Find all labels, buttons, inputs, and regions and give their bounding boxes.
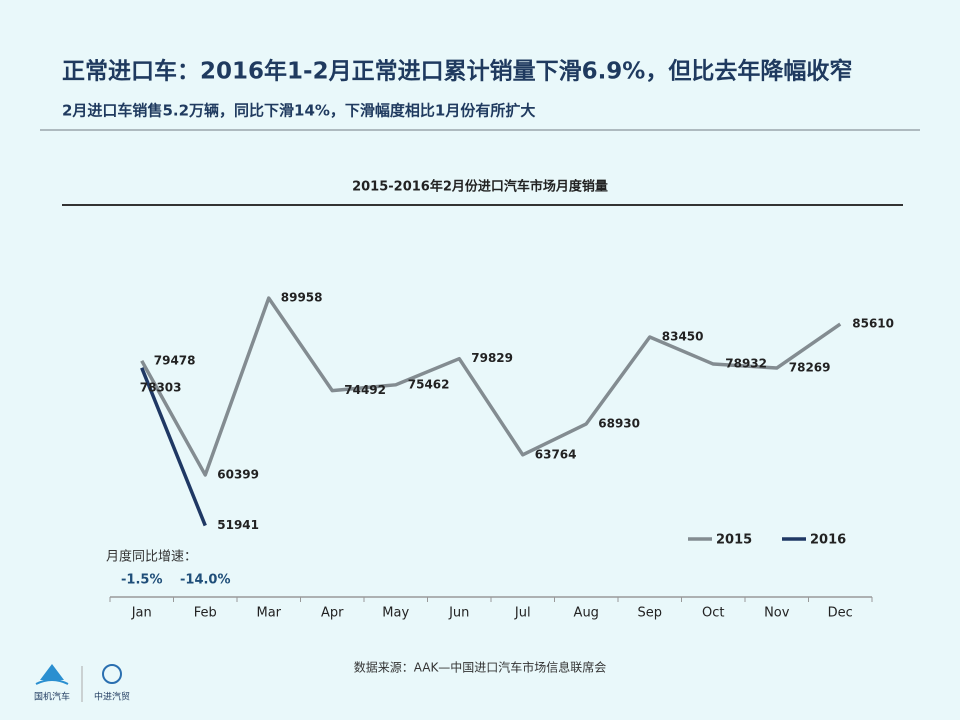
x-tick-label: Sep (637, 606, 662, 621)
growth-rate: -1.5% (121, 573, 162, 588)
chart-title: 2015-2016年2月份进口汽车市场月度销量 (352, 179, 608, 195)
x-tick-label: Apr (321, 606, 344, 621)
series-line (140, 367, 207, 527)
data-label: 75462 (408, 377, 450, 391)
data-label: 85610 (852, 317, 894, 331)
data-label: 68930 (598, 416, 640, 430)
x-tick-label: Feb (194, 606, 217, 621)
x-tick-label: Jan (131, 606, 152, 621)
series-line (140, 296, 842, 477)
logo-icon (40, 664, 64, 680)
logo-icon (35, 679, 69, 685)
legend-label: 2015 (716, 533, 752, 548)
data-label: 63764 (535, 447, 577, 461)
data-label: 51941 (217, 518, 259, 532)
x-tick-label: Aug (574, 606, 599, 621)
x-tick-label: Mar (256, 606, 281, 621)
legend-label: 2016 (810, 533, 846, 548)
x-tick-label: Dec (828, 606, 853, 621)
slide-subtitle: 2月进口车销售5.2万辆，同比下滑14%，下滑幅度相比1月份有所扩大 (62, 102, 535, 120)
data-label: 79478 (154, 353, 196, 367)
data-label: 74492 (344, 383, 386, 397)
data-label: 78269 (789, 361, 831, 375)
logo-text: 国机汽车 (34, 691, 70, 703)
growth-rate: -14.0% (180, 573, 231, 588)
x-tick-label: Nov (764, 606, 790, 621)
x-tick-label: Oct (702, 606, 724, 621)
data-label: 78932 (725, 357, 767, 371)
x-tick-label: Jul (514, 606, 531, 621)
logo-right: 中进汽贸 (94, 664, 130, 703)
data-label: 89958 (281, 291, 323, 305)
data-label: 79829 (471, 351, 513, 365)
logo-left: 国机汽车 (34, 664, 70, 703)
annotation-label: 月度同比增速： (106, 549, 197, 565)
logo-text: 中进汽贸 (94, 691, 130, 703)
x-tick-label: May (382, 606, 409, 621)
data-label: 78303 (140, 380, 182, 394)
data-label: 83450 (662, 330, 704, 344)
source: 数据来源：AAK—中国进口汽车市场信息联席会 (354, 660, 607, 675)
logo-icon (102, 664, 122, 684)
x-tick-label: Jun (448, 606, 469, 621)
data-label: 60399 (217, 467, 259, 481)
slide-title: 正常进口车：2016年1-2月正常进口累计销量下滑6.9%，但比去年降幅收窄 (62, 58, 852, 85)
